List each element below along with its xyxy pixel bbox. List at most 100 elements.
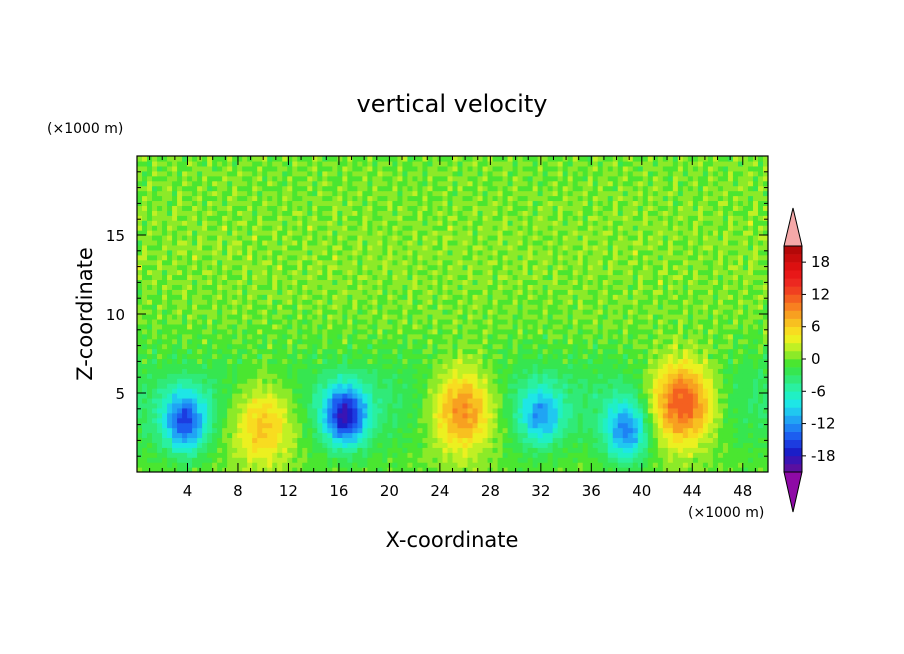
field-cell (197, 373, 203, 379)
field-cell (707, 402, 714, 409)
field-cell (632, 368, 639, 374)
field-cell (427, 378, 434, 384)
field-cell (247, 393, 253, 399)
field-cell (607, 284, 614, 290)
field-cell (737, 314, 744, 320)
field-cell (727, 437, 734, 443)
field-cell (747, 407, 754, 414)
field-cell (672, 417, 679, 424)
field-cell (432, 442, 439, 448)
field-cell (507, 417, 514, 424)
field-cell (287, 358, 293, 364)
field-cell (167, 457, 173, 463)
field-cell (302, 314, 308, 320)
field-cell (232, 407, 238, 414)
field-cell (552, 388, 559, 394)
field-cell (662, 422, 669, 429)
field-cell (427, 323, 434, 330)
field-cell (612, 304, 619, 310)
field-cell (147, 353, 153, 360)
field-cell (452, 309, 459, 315)
field-cell (267, 397, 273, 404)
field-cell (202, 353, 208, 360)
field-cell (457, 343, 464, 350)
field-cell (427, 383, 434, 389)
field-cell (572, 368, 579, 374)
field-cell (662, 417, 669, 424)
field-cell (182, 402, 188, 409)
field-cell (707, 333, 714, 340)
field-cell (582, 457, 589, 463)
field-cell (427, 348, 434, 355)
field-cell (432, 452, 439, 458)
field-cell (172, 383, 178, 389)
field-cell (642, 368, 649, 374)
field-cell (232, 304, 238, 310)
field-cell (542, 383, 549, 389)
field-cell (347, 358, 353, 364)
field-cell (542, 279, 549, 285)
field-cell (147, 407, 153, 414)
field-cell (357, 437, 363, 443)
field-cell (232, 402, 238, 409)
field-cell (682, 422, 689, 429)
field-cell (567, 328, 574, 335)
field-cell (352, 467, 358, 472)
field-cell (637, 279, 644, 285)
field-cell (672, 323, 679, 330)
field-cell (377, 353, 383, 360)
field-cell (732, 467, 739, 472)
field-cell (267, 314, 273, 320)
field-cell (307, 323, 313, 330)
field-cell (662, 407, 669, 414)
field-cell (412, 304, 419, 310)
field-cell (477, 318, 484, 325)
field-cell (612, 442, 619, 448)
field-cell (197, 294, 203, 300)
field-cell (362, 363, 368, 369)
field-cell (367, 348, 373, 355)
field-cell (667, 338, 674, 345)
field-cell (462, 383, 469, 389)
field-cell (287, 304, 293, 310)
field-cell (542, 368, 549, 374)
field-cell (272, 388, 278, 394)
field-cell (187, 383, 193, 389)
field-cell (532, 338, 539, 345)
field-cell (242, 279, 248, 285)
field-cell (467, 417, 474, 424)
field-cell (567, 407, 574, 414)
field-cell (657, 457, 664, 463)
field-cell (427, 343, 434, 350)
field-cell (277, 289, 283, 295)
field-cell (267, 412, 273, 419)
field-cell (712, 304, 719, 310)
field-cell (522, 373, 529, 379)
field-cell (222, 358, 228, 364)
field-cell (252, 373, 258, 379)
field-cell (557, 417, 564, 424)
field-cell (147, 328, 153, 335)
field-cell (317, 373, 323, 379)
field-cell (227, 289, 233, 295)
field-cell (707, 299, 714, 305)
field-cell (197, 393, 203, 399)
field-cell (317, 452, 323, 458)
field-cell (507, 457, 514, 463)
field-cell (377, 412, 383, 419)
field-cell (462, 397, 469, 404)
field-cell (437, 333, 444, 340)
field-cell (262, 279, 268, 285)
field-cell (207, 368, 213, 374)
field-cell (262, 417, 268, 424)
field-cell (597, 457, 604, 463)
field-cell (522, 299, 529, 305)
field-cell (292, 457, 298, 463)
field-cell (632, 467, 639, 472)
field-cell (447, 422, 454, 429)
field-cell (397, 467, 404, 472)
field-cell (517, 284, 524, 290)
field-cell (497, 353, 504, 360)
field-cell (567, 388, 574, 394)
field-cell (417, 437, 424, 443)
